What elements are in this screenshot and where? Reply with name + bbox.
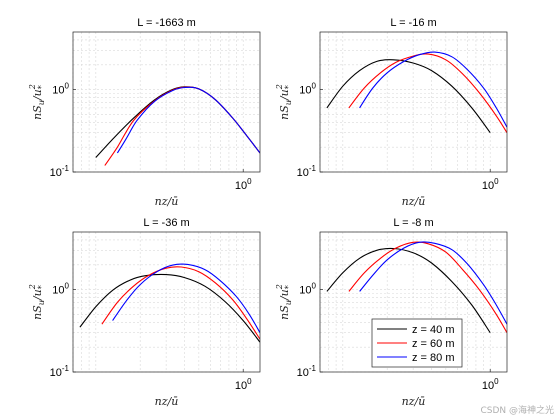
y-tick-label: 100 — [52, 282, 69, 297]
panel-title: L = -8 m — [393, 217, 433, 229]
series-line-1 — [79, 273, 260, 343]
watermark: CSDN @海神之光 — [480, 406, 554, 416]
axes-frame — [319, 231, 508, 373]
x-tick-label: 100 — [482, 177, 499, 192]
y-tick-label: 100 — [52, 82, 69, 97]
y-tick-label: 100 — [299, 282, 316, 297]
x-tick-label: 100 — [482, 377, 499, 392]
y-tick-label: 100 — [299, 82, 316, 97]
x-tick-label: 100 — [235, 177, 252, 192]
panel-3: 100 10-1 100 L = -36 m nz/ū nSu/u*2 — [28, 217, 261, 408]
y-tick-label: 10-1 — [50, 164, 70, 179]
panel-title: L = -16 m — [390, 17, 436, 29]
legend-label: z = 80 m — [412, 352, 455, 364]
x-axis-label: nz/ū — [402, 395, 426, 408]
panel-title: L = -36 m — [143, 217, 189, 229]
series-line-1 — [326, 247, 491, 334]
x-axis-label: nz/ū — [155, 195, 179, 208]
y-tick-label: 10-1 — [297, 164, 317, 179]
legend-label: z = 60 m — [412, 338, 455, 350]
panel-2: 100 10-1 100 L = -16 m nz/ū nSu/u*2 — [275, 17, 508, 208]
y-tick-label: 10-1 — [297, 364, 317, 379]
legend: z = 40 m z = 60 m z = 80 m — [371, 318, 463, 368]
axes-frame — [319, 31, 508, 173]
y-tick-label: 10-1 — [50, 364, 70, 379]
axes-frame — [72, 31, 261, 173]
plot-area — [73, 232, 260, 372]
series-line-3 — [359, 51, 507, 128]
series-group — [326, 241, 507, 334]
grid — [72, 31, 260, 173]
y-axis-label: nSu/u*2 — [275, 84, 293, 120]
y-axis-label: nSu/u*2 — [275, 284, 293, 320]
series-line-3 — [359, 241, 507, 325]
x-axis-label: nz/ū — [402, 195, 426, 208]
panel-1: 100 10-1 100 L = -1663 m nz/ū nSu/u*2 — [28, 17, 261, 208]
series-line-3 — [112, 263, 260, 333]
y-axis-label: nSu/u*2 — [28, 84, 46, 120]
series-group — [326, 51, 507, 134]
axes-frame — [72, 231, 261, 373]
series-line-2 — [101, 266, 260, 340]
panel-4: 100 10-1 100 L = -8 m nz/ū nSu/u*2 — [275, 217, 508, 408]
series-line-2 — [348, 241, 507, 333]
legend-label: z = 40 m — [412, 324, 455, 336]
series-group — [95, 86, 260, 166]
x-tick-label: 100 — [235, 377, 252, 392]
series-line-2 — [348, 53, 507, 133]
series-line-1 — [326, 59, 491, 134]
series-line-3 — [116, 86, 260, 154]
series-group — [79, 263, 260, 343]
panel-title: L = -1663 m — [137, 17, 196, 29]
plot-area — [320, 32, 507, 172]
y-axis-label: nSu/u*2 — [28, 284, 46, 320]
x-axis-label: nz/ū — [155, 395, 179, 408]
